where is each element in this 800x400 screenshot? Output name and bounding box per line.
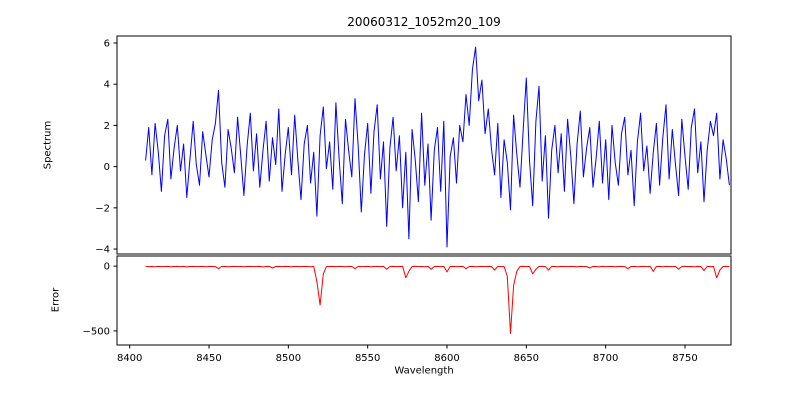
error-y-tick-label: −500 — [83, 326, 110, 337]
x-tick-label: 8600 — [434, 353, 459, 364]
x-tick-label: 8650 — [514, 353, 539, 364]
spectrum-y-tick-label: 2 — [104, 121, 110, 132]
x-tick-label: 8400 — [117, 353, 142, 364]
x-tick-label: 8550 — [355, 353, 380, 364]
figure-title: 20060312_1052m20_109 — [347, 15, 501, 29]
spectrum-y-tick-label: 4 — [104, 80, 110, 91]
error-line — [145, 265, 730, 334]
x-tick-label: 8700 — [593, 353, 618, 364]
spectrum-y-tick-label: 0 — [104, 162, 110, 173]
error-axes — [116, 255, 732, 346]
spectrum-axes — [116, 35, 732, 255]
spectrum-line — [145, 46, 730, 248]
spectrum-y-tick-label: 6 — [104, 39, 110, 50]
error-y-tick-label: 0 — [104, 262, 110, 273]
error-y-axis-label: Error — [50, 287, 62, 313]
x-axis-label: Wavelength — [394, 365, 454, 377]
x-tick-label: 8750 — [672, 353, 697, 364]
x-tick-label: 8500 — [276, 353, 301, 364]
spectrum-y-tick-label: −2 — [95, 203, 110, 214]
spectrum-y-axis-label: Spectrum — [42, 120, 54, 170]
x-tick-label: 8450 — [196, 353, 221, 364]
spectrum-y-tick-label: −4 — [95, 245, 110, 256]
